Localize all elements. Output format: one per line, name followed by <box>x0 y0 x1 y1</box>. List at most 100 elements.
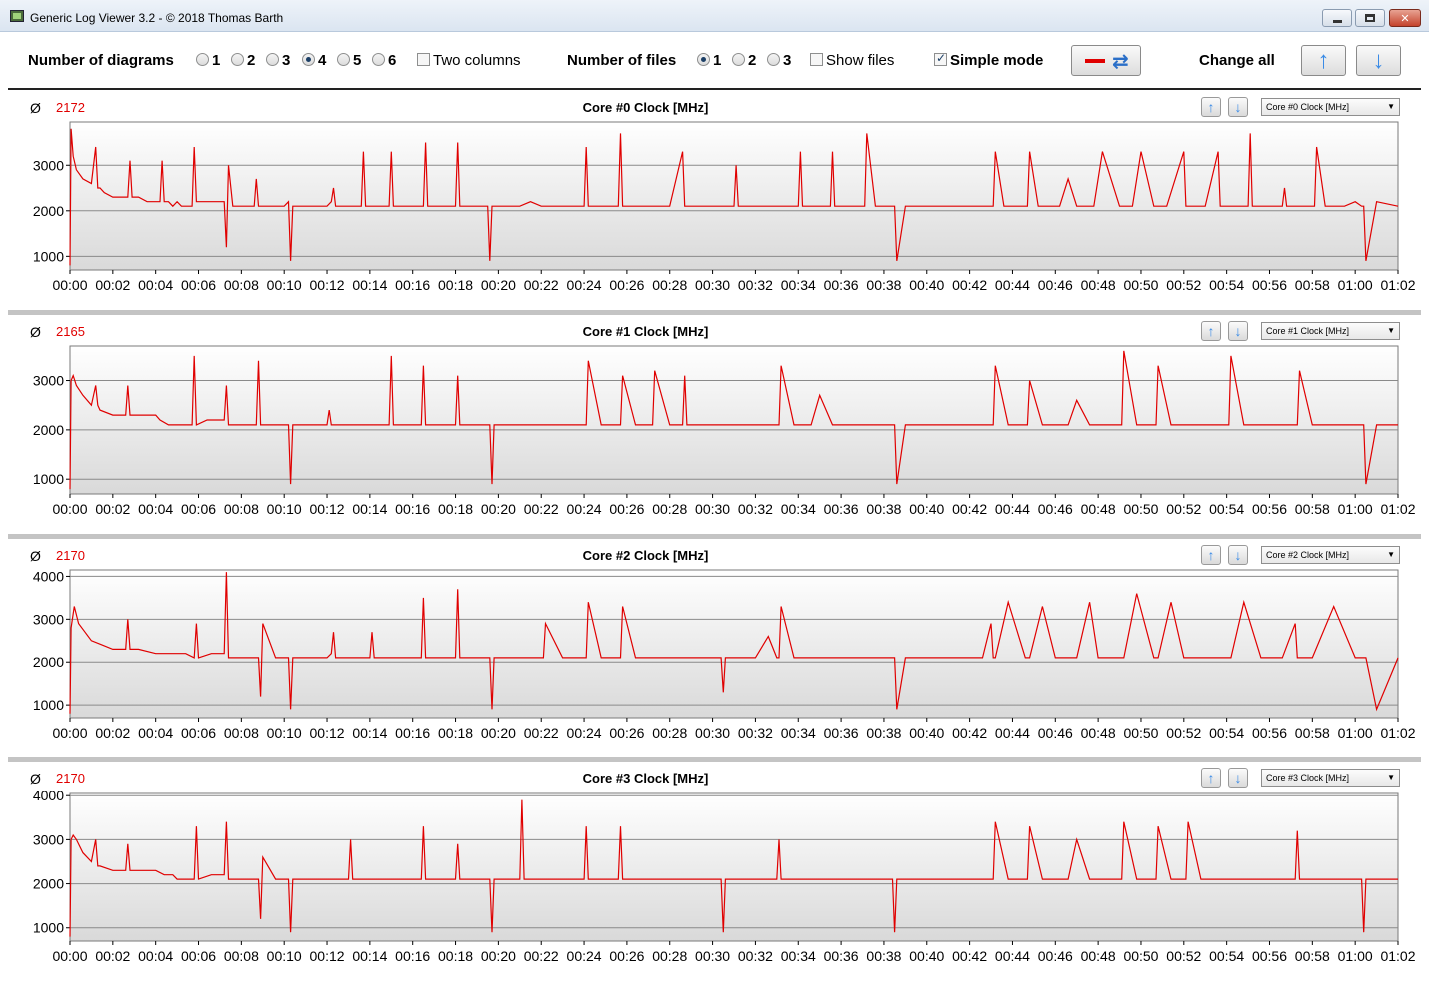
dropdown-caret-icon: ▼ <box>1387 550 1395 559</box>
x-tick-label: 00:08 <box>224 725 259 741</box>
diagram-down-button[interactable]: ↓ <box>1228 768 1248 788</box>
x-tick-label: 00:22 <box>524 725 559 741</box>
x-tick-label: 00:44 <box>995 948 1030 964</box>
diagrams-label: Number of diagrams <box>28 52 174 69</box>
diagram-up-button[interactable]: ↑ <box>1201 321 1221 341</box>
channel-select-value: Core #0 Clock [MHz] <box>1266 102 1350 112</box>
simple-mode-checkbox[interactable] <box>934 51 947 66</box>
diagram-down-button[interactable]: ↓ <box>1228 321 1248 341</box>
panel-separator[interactable] <box>8 757 1421 762</box>
x-tick-label: 00:30 <box>695 501 730 517</box>
diagrams-radio-4[interactable] <box>302 53 315 66</box>
clock-chart: 1000 2000 3000 00:00 00:02 00:04 00:06 00:08 00:… <box>33 121 1416 293</box>
x-tick-label: 01:02 <box>1380 948 1415 964</box>
x-tick-label: 00:00 <box>52 501 87 517</box>
minimize-button[interactable] <box>1322 9 1352 27</box>
x-tick-label: 00:00 <box>52 948 87 964</box>
arrow-down-icon: ↓ <box>1234 323 1242 339</box>
toolbar: Number of diagrams 1 2 3 4 5 6 Two colum… <box>8 32 1421 90</box>
x-tick-label: 00:12 <box>310 725 345 741</box>
y-tick-label: 1000 <box>33 920 64 936</box>
diagrams-radio-2[interactable] <box>231 53 244 66</box>
diagrams-radio-6[interactable] <box>372 53 385 66</box>
maximize-button[interactable] <box>1355 9 1385 27</box>
dropdown-caret-icon: ▼ <box>1387 326 1395 335</box>
channel-select[interactable]: Core #3 Clock [MHz] ▼ <box>1261 769 1400 787</box>
x-tick-label: 00:02 <box>95 501 130 517</box>
x-tick-label: 00:54 <box>1209 277 1244 293</box>
x-tick-label: 00:02 <box>95 277 130 293</box>
change-all-label: Change all <box>1199 52 1275 69</box>
x-tick-label: 00:42 <box>952 725 987 741</box>
clock-chart: 1000 2000 3000 4000 00:00 00:02 00:04 00:06 00:0… <box>33 791 1416 964</box>
x-tick-label: 00:20 <box>481 501 516 517</box>
x-tick-label: 00:28 <box>652 725 687 741</box>
files-radio-3-label: 3 <box>783 52 792 69</box>
two-columns-label: Two columns <box>433 52 521 69</box>
diagram-up-button[interactable]: ↑ <box>1201 768 1221 788</box>
x-tick-label: 00:58 <box>1295 725 1330 741</box>
plot-background <box>69 345 1399 495</box>
close-button[interactable]: ✕ <box>1389 9 1421 27</box>
channel-select[interactable]: Core #2 Clock [MHz] ▼ <box>1261 546 1400 564</box>
diagrams-radio-1[interactable] <box>196 53 209 66</box>
diagrams-radio-3[interactable] <box>266 53 279 66</box>
diagram-down-button[interactable]: ↓ <box>1228 545 1248 565</box>
x-tick-label: 00:04 <box>138 948 173 964</box>
change-all-up-button[interactable]: ↑ <box>1301 45 1346 76</box>
channel-select[interactable]: Core #1 Clock [MHz] ▼ <box>1261 322 1400 340</box>
x-tick-label: 00:50 <box>1123 501 1158 517</box>
panel-separator[interactable] <box>8 534 1421 539</box>
files-label: Number of files <box>567 52 677 69</box>
x-tick-label: 01:00 <box>1338 277 1373 293</box>
diagram-up-button[interactable]: ↑ <box>1201 545 1221 565</box>
dropdown-caret-icon: ▼ <box>1387 773 1395 782</box>
x-tick-label: 00:20 <box>481 948 516 964</box>
x-tick-label: 00:02 <box>95 725 130 741</box>
channel-select-value: Core #3 Clock [MHz] <box>1266 773 1350 783</box>
x-tick-label: 00:56 <box>1252 948 1287 964</box>
line-color-button[interactable]: ⇄ <box>1071 45 1141 76</box>
channel-select[interactable]: Core #0 Clock [MHz] ▼ <box>1261 98 1400 116</box>
average-symbol: Ø <box>30 100 41 116</box>
x-tick-label: 00:34 <box>781 725 816 741</box>
panel-separator[interactable] <box>8 310 1421 315</box>
x-tick-label: 00:32 <box>738 948 773 964</box>
show-files-checkbox[interactable] <box>810 53 823 66</box>
x-tick-label: 00:26 <box>609 501 644 517</box>
diagram-down-button[interactable]: ↓ <box>1228 97 1248 117</box>
x-tick-label: 00:38 <box>866 501 901 517</box>
two-columns-checkbox[interactable] <box>417 53 430 66</box>
x-tick-label: 00:34 <box>781 948 816 964</box>
diagrams-radio-5[interactable] <box>337 53 350 66</box>
maximize-icon <box>1365 14 1375 22</box>
x-tick-label: 00:22 <box>524 277 559 293</box>
y-tick-label: 2000 <box>33 876 64 892</box>
files-radio-3[interactable] <box>767 53 780 66</box>
channel-select-value: Core #2 Clock [MHz] <box>1266 550 1350 560</box>
y-tick-label: 1000 <box>33 697 64 713</box>
arrow-up-icon: ↑ <box>1207 770 1215 786</box>
x-tick-label: 00:06 <box>181 948 216 964</box>
y-tick-label: 1000 <box>33 471 64 487</box>
series-line <box>69 128 1399 266</box>
change-all-down-button[interactable]: ↓ <box>1356 45 1401 76</box>
diagrams-radio-2-label: 2 <box>247 52 256 69</box>
x-tick-label: 00:04 <box>138 725 173 741</box>
files-radio-1[interactable] <box>697 53 710 66</box>
y-tick-label: 2000 <box>33 422 64 438</box>
files-radio-2[interactable] <box>732 53 745 66</box>
y-tick-label: 2000 <box>33 654 64 670</box>
x-tick-label: 00:52 <box>1166 277 1201 293</box>
minimize-icon <box>1332 19 1342 23</box>
x-tick-label: 00:56 <box>1252 725 1287 741</box>
diagram-panel-2: Ø 2170 Core #2 Clock [MHz] ↑ ↓ Core #2 C… <box>8 540 1421 758</box>
x-tick-label: 00:04 <box>138 277 173 293</box>
x-tick-label: 00:48 <box>1081 948 1116 964</box>
x-tick-label: 01:02 <box>1380 277 1415 293</box>
close-icon: ✕ <box>1400 12 1410 25</box>
app-icon <box>10 10 24 22</box>
x-tick-label: 00:40 <box>909 501 944 517</box>
x-tick-label: 00:42 <box>952 948 987 964</box>
diagram-up-button[interactable]: ↑ <box>1201 97 1221 117</box>
